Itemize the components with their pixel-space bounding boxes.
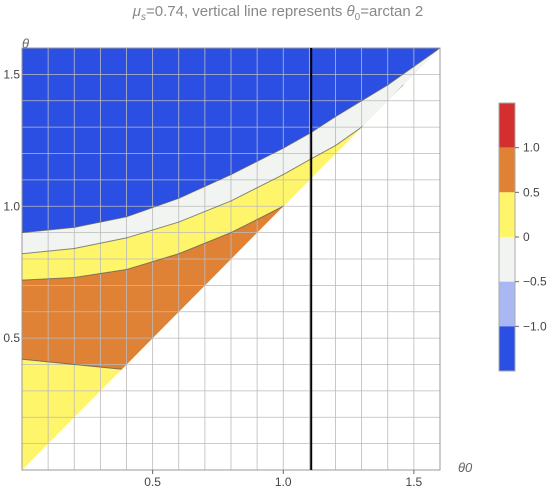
legend-swatch — [499, 281, 515, 327]
title-mu-sub: s — [141, 12, 146, 23]
title-mu-value: =0.74, vertical line represents — [146, 3, 347, 20]
legend-swatch — [499, 326, 515, 371]
legend-label: 0.5 — [523, 185, 540, 199]
contour-line-3 — [22, 48, 440, 234]
title-theta-tail: =arctan 2 — [360, 3, 423, 20]
legend-swatch — [499, 103, 515, 148]
legend-swatch — [499, 147, 515, 193]
legend-swatch — [499, 237, 515, 282]
x-tick-label: 1.0 — [275, 475, 292, 489]
chart-title: μs=0.74, vertical line represents θ0=arc… — [132, 3, 423, 23]
color-legend: 1.0 0.5 0 −0.5 −1.0 — [498, 102, 547, 372]
y-tick-label: 0.5 — [3, 331, 20, 345]
x-tick-label: 0.5 — [144, 475, 161, 489]
title-mu: μ — [132, 3, 141, 20]
title-theta-sub: 0 — [355, 12, 361, 23]
x-axis-label: θ0 — [458, 460, 473, 475]
title-theta: θ — [347, 3, 355, 20]
y-tick-label: 1.5 — [3, 67, 20, 81]
y-axis-label: θ — [22, 36, 29, 51]
grid-lines — [21, 47, 441, 471]
y-axis-ticks: 0.5 1.0 1.5 — [3, 67, 20, 345]
plot-frame — [21, 47, 441, 471]
legend-label: 0 — [523, 230, 530, 244]
y-tick-label: 1.0 — [3, 199, 20, 213]
x-tick-label: 1.5 — [406, 475, 423, 489]
fill-band-white — [22, 48, 440, 254]
legend-swatch — [499, 192, 515, 237]
x-axis-ticks: 0.5 1.0 1.5 — [144, 470, 423, 489]
legend-label: −1.0 — [523, 319, 547, 333]
legend-label: −0.5 — [523, 275, 547, 289]
contour-line-2 — [22, 68, 440, 255]
legend-label: 1.0 — [523, 141, 540, 155]
